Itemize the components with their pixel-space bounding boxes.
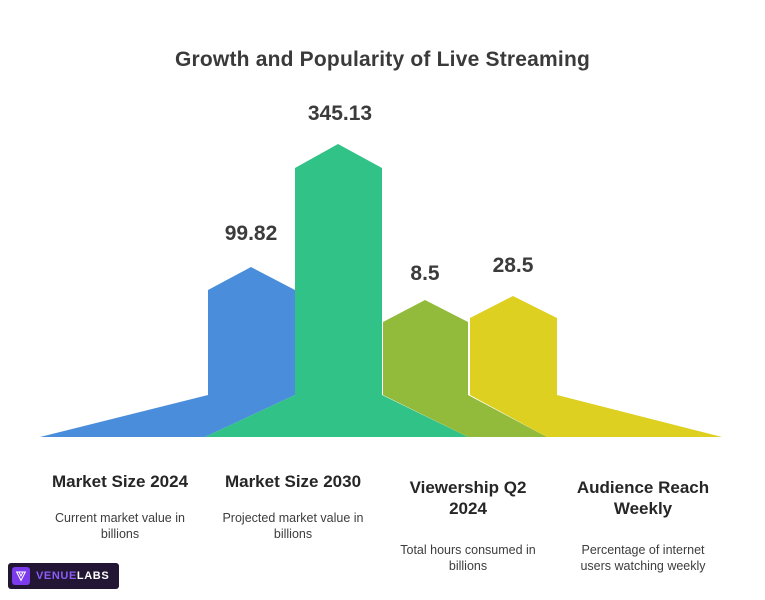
value-label-audience-reach-weekly: 28.5 (492, 254, 534, 277)
chart-title: Growth and Popularity of Live Streaming (174, 48, 590, 71)
base-audience-reach-weekly (470, 395, 722, 437)
bar-viewership-q2-2024 (383, 300, 468, 395)
category-label-audience-reach-weekly: Audience Reach Weekly (576, 478, 710, 519)
description-market-size-2024: Current market value in billions (55, 511, 185, 542)
brand-name-second: LABS (76, 570, 110, 582)
value-label-market-size-2024: 99.82 (224, 222, 278, 245)
description-audience-reach-weekly: Percentage of internet users watching we… (580, 543, 706, 574)
bar-audience-reach-weekly (470, 296, 557, 395)
category-label-market-size-2024: Market Size 2024 (51, 472, 189, 491)
bar-market-size-2024 (208, 267, 295, 395)
base-market-size-2024 (40, 395, 295, 437)
brand-logo-text: VENUELABS (36, 570, 109, 582)
category-label-viewership-q2-2024: Viewership Q2 2024 (409, 478, 527, 519)
value-label-market-size-2030: 345.13 (307, 102, 373, 125)
value-label-viewership-q2-2024: 8.5 (410, 262, 440, 285)
category-label-market-size-2030: Market Size 2030 (224, 472, 362, 491)
base-market-size-2030 (205, 395, 468, 437)
bar-market-size-2030 (295, 144, 382, 395)
base-viewership-q2-2024 (383, 395, 547, 437)
description-viewership-q2-2024: Total hours consumed in billions (400, 543, 536, 574)
brand-logo-badge: VENUELABS (8, 563, 120, 589)
description-market-size-2030: Projected market value in billions (222, 511, 364, 542)
venuelabs-logo-icon (12, 567, 30, 585)
brand-name-first: VENUE (36, 570, 77, 582)
